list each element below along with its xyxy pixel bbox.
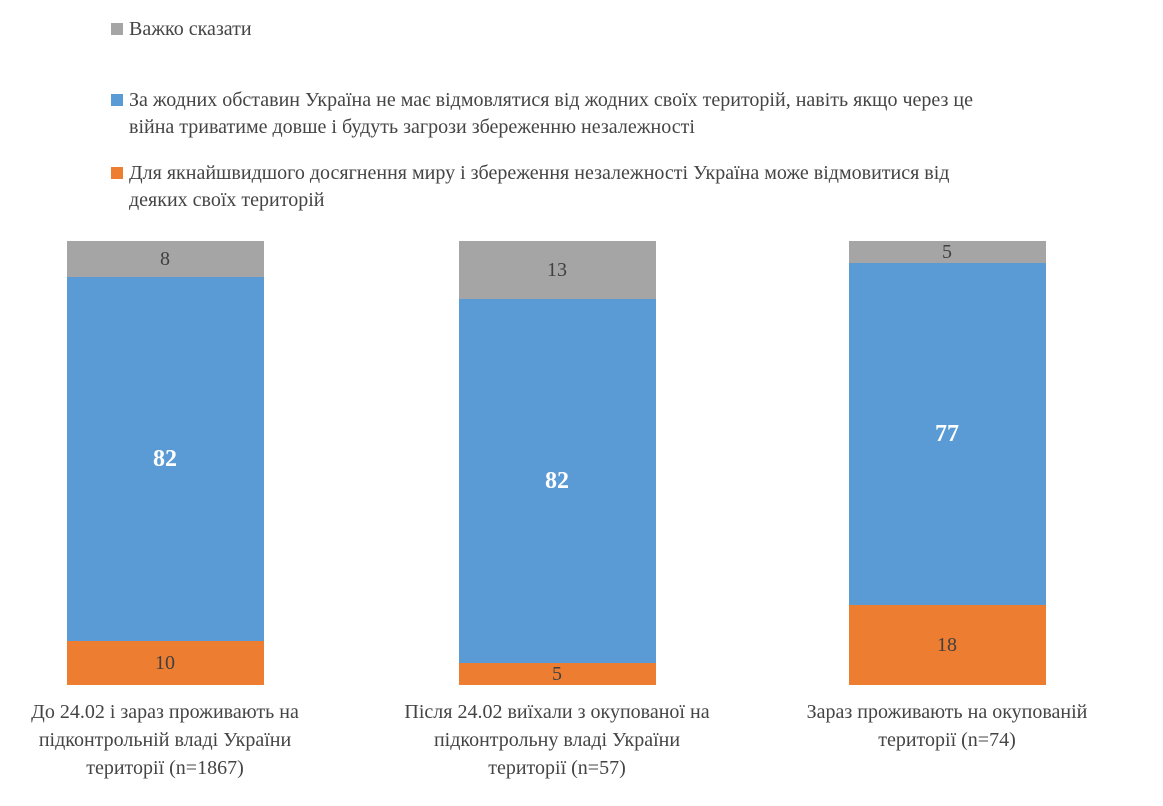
segment-hard-to-say: 8 (66, 241, 264, 277)
legend-item-concede-territories: Для якнайшвидшого досягнення миру і збер… (111, 160, 1141, 214)
legend-swatch-blue-icon (111, 94, 123, 106)
legend-label-concede-territories: Для якнайшвидшого досягнення миру і збер… (129, 162, 950, 211)
legend-label-never-concede: За жодних обставин Україна не має відмов… (129, 89, 973, 138)
value-label: 77 (935, 421, 959, 448)
category-label: Після 24.02 виїхали з окупованої на підк… (404, 701, 710, 779)
value-label: 10 (155, 651, 175, 674)
value-label: 13 (547, 258, 567, 281)
bar-group-occupied-territory: 5 77 18 Зараз проживають на окупованій т… (752, 241, 1142, 754)
category-label: До 24.02 і зараз проживають на підконтро… (31, 701, 299, 779)
segment-concede-territories: 5 (458, 662, 656, 685)
stacked-bar: 13 82 5 (458, 241, 656, 685)
segment-concede-territories: 18 (848, 605, 1046, 685)
stacked-bar: 5 77 18 (848, 241, 1046, 685)
bar-group-moved-after-2402: 13 82 5 Після 24.02 виїхали з окупованої… (362, 241, 752, 782)
value-label: 8 (160, 247, 170, 270)
value-label: 18 (937, 634, 957, 657)
legend-swatch-gray-icon (111, 23, 123, 35)
segment-hard-to-say: 5 (848, 241, 1046, 264)
legend-swatch-orange-icon (111, 167, 123, 179)
segment-never-concede: 77 (848, 263, 1046, 606)
segment-never-concede: 82 (66, 276, 264, 641)
legend-item-never-concede: За жодних обставин Україна не має відмов… (111, 87, 1141, 141)
plot-area: 8 82 10 До 24.02 і зараз проживають на п… (0, 241, 1163, 801)
bar-group-controlled-territory: 8 82 10 До 24.02 і зараз проживають на п… (0, 241, 360, 782)
value-label: 5 (942, 241, 952, 264)
stacked-bar: 8 82 10 (66, 241, 264, 685)
category-label: Зараз проживають на окупованій території… (806, 701, 1088, 751)
value-label: 82 (153, 445, 177, 472)
legend-label-hard-to-say: Важко сказати (129, 18, 252, 40)
value-label: 82 (545, 467, 569, 494)
value-label: 5 (552, 662, 562, 685)
legend-item-hard-to-say: Важко сказати (111, 16, 1141, 43)
segment-never-concede: 82 (458, 298, 656, 663)
segment-concede-territories: 10 (66, 640, 264, 685)
chart-legend: Важко сказати За жодних обставин Україна… (111, 16, 1141, 214)
segment-hard-to-say: 13 (458, 241, 656, 299)
